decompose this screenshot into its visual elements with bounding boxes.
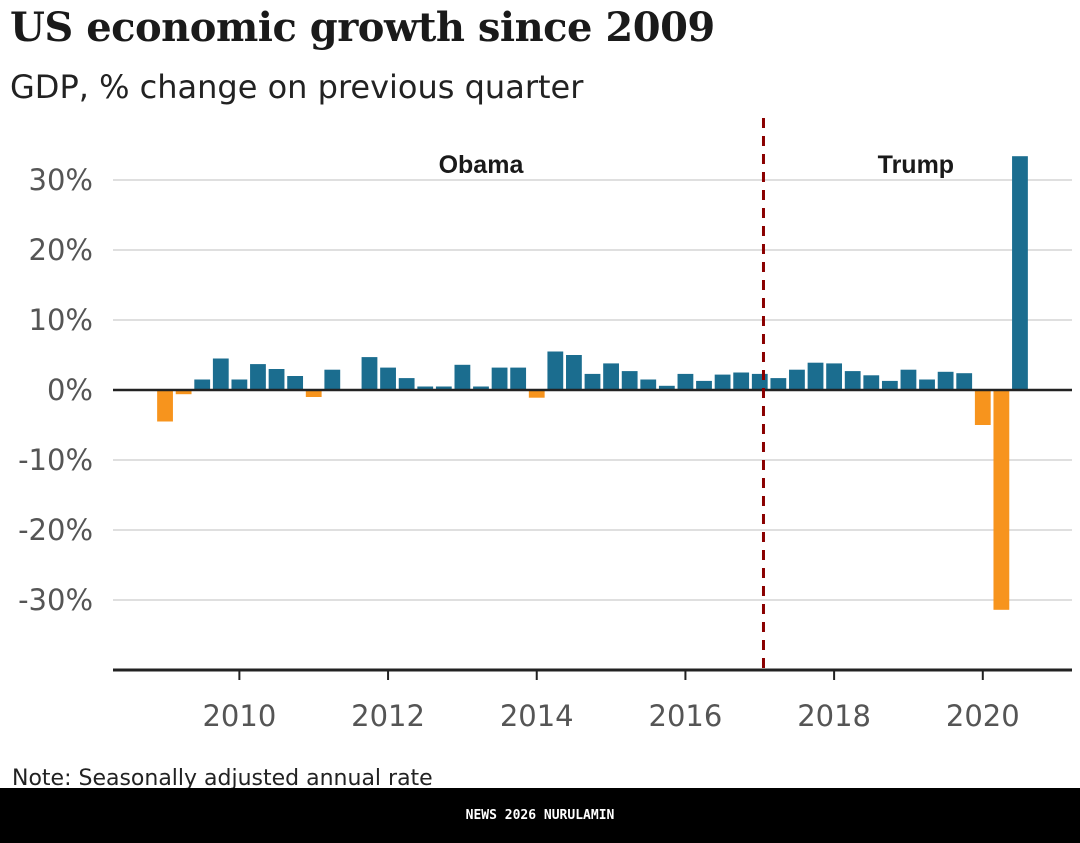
- bar: [677, 373, 694, 390]
- annotation-obama: Obama: [439, 151, 525, 179]
- bar: [435, 386, 452, 390]
- x-tick-label: 2018: [797, 699, 871, 733]
- bar: [621, 371, 638, 390]
- bar: [751, 373, 768, 390]
- y-tick-label: -20%: [18, 513, 93, 547]
- y-tick-label: 30%: [29, 163, 93, 197]
- bar: [844, 371, 861, 390]
- bar: [175, 390, 192, 395]
- bar: [863, 375, 880, 390]
- bar: [919, 379, 935, 390]
- annotation-trump: Trump: [878, 151, 954, 179]
- bar: [807, 362, 824, 390]
- bar: [956, 373, 973, 390]
- bar: [454, 364, 471, 390]
- gdp-bar-chart: -30% -20% -10% 0% 10% 20% 30% 2010 2012 2014 2016 2…: [18, 118, 1072, 733]
- bar: [361, 357, 378, 390]
- bar: [696, 380, 712, 390]
- bar: [974, 390, 991, 425]
- bar: [398, 378, 415, 390]
- bar: [603, 363, 619, 390]
- bar: [937, 371, 954, 390]
- bar: [900, 369, 917, 390]
- bars: [157, 156, 1028, 610]
- x-tick-label: 2014: [500, 699, 574, 733]
- bar: [212, 358, 229, 390]
- x-tick-label: 2020: [946, 699, 1020, 733]
- axes: [113, 118, 1072, 680]
- footer-banner: NEWS 2026 NURULAMIN: [0, 788, 1080, 843]
- bar: [305, 390, 322, 397]
- bar: [566, 355, 582, 390]
- gridlines: [113, 179, 1072, 601]
- bar: [287, 376, 304, 390]
- bar: [789, 369, 805, 390]
- bar: [826, 363, 843, 390]
- bar: [268, 369, 285, 390]
- x-tick-label: 2010: [202, 699, 276, 733]
- bar: [528, 390, 545, 398]
- bar: [640, 379, 657, 390]
- y-tick-label: -10%: [18, 443, 93, 477]
- chart-subtitle: GDP, % change on previous quarter: [10, 68, 584, 106]
- bar: [231, 379, 248, 390]
- bar: [714, 374, 731, 390]
- labels: -30% -20% -10% 0% 10% 20% 30% 2010 2012 2014 2016 2…: [18, 151, 1020, 733]
- bar: [547, 351, 564, 390]
- bar: [324, 369, 341, 390]
- y-tick-label: 10%: [29, 303, 93, 337]
- x-tick-label: 2016: [649, 699, 723, 733]
- chart-note: Note: Seasonally adjusted annual rate: [12, 766, 433, 791]
- chart-title: US economic growth since 2009: [10, 4, 715, 51]
- bar: [491, 367, 508, 390]
- bar: [1012, 156, 1028, 390]
- bar: [993, 390, 1010, 610]
- bar: [770, 378, 787, 390]
- bar: [584, 373, 601, 390]
- bar: [194, 379, 211, 390]
- bar: [473, 386, 489, 390]
- bar: [380, 367, 396, 390]
- y-tick-label: 0%: [47, 373, 93, 407]
- bar: [510, 367, 527, 390]
- bar: [250, 364, 266, 390]
- bar: [881, 380, 898, 390]
- y-tick-label: -30%: [18, 583, 93, 617]
- x-tick-label: 2012: [351, 699, 425, 733]
- bar: [417, 386, 434, 390]
- bar: [157, 390, 173, 422]
- y-tick-label: 20%: [29, 233, 93, 267]
- bar: [658, 385, 675, 390]
- bar: [733, 372, 750, 390]
